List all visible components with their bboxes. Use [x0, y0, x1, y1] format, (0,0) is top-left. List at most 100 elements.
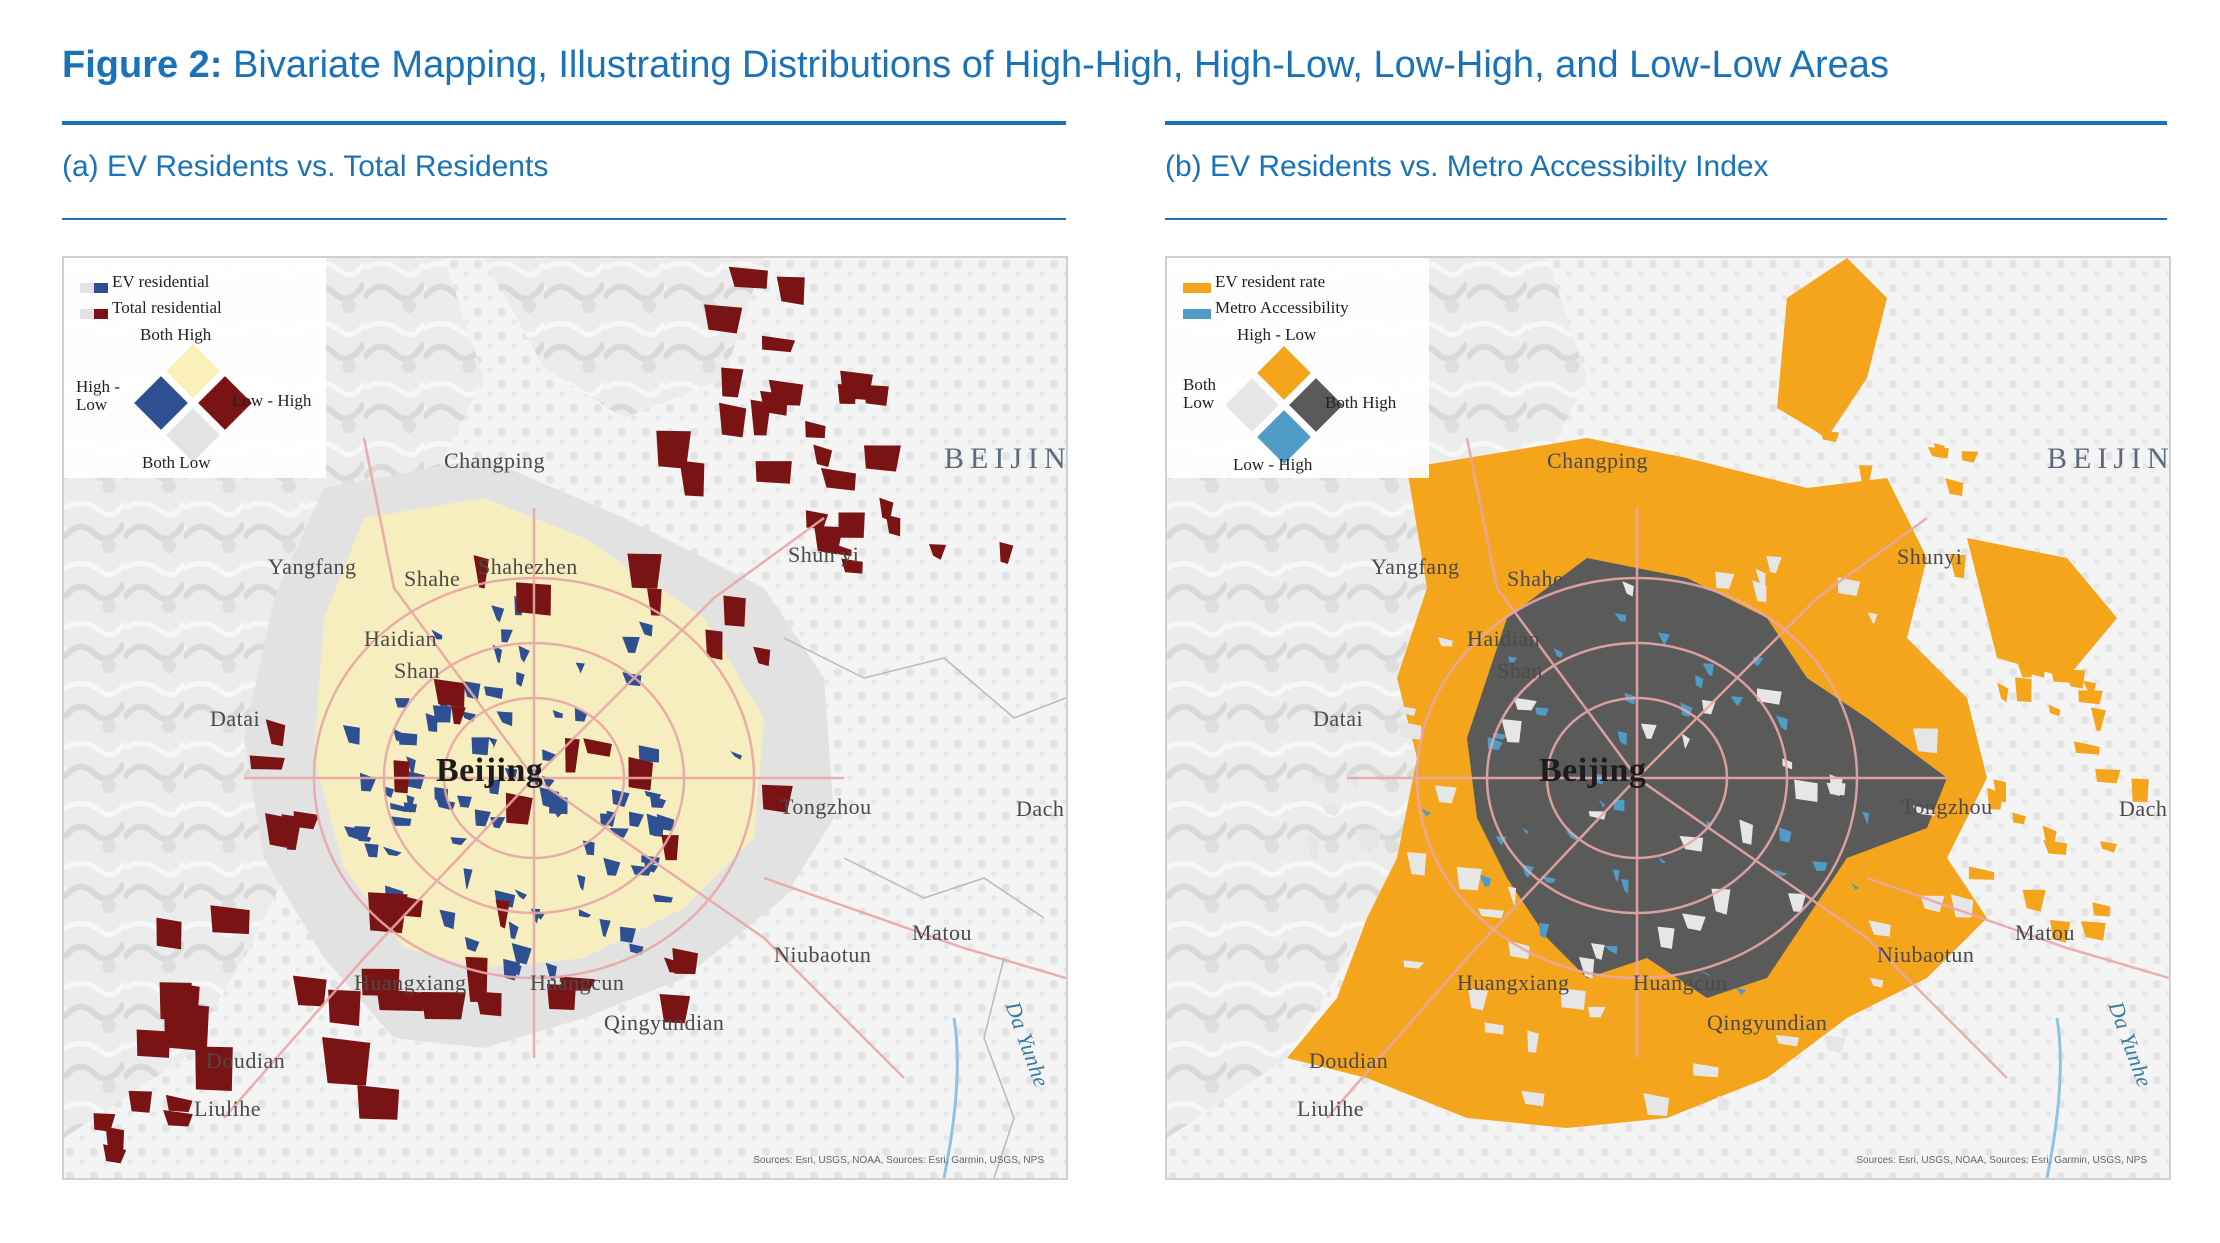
high-low-patch	[398, 732, 418, 746]
low-high-patch	[451, 705, 466, 725]
low-high-patch	[163, 1109, 193, 1127]
low-high-patch	[768, 379, 804, 406]
low-high-patch	[704, 304, 743, 334]
place-liulihe-b: Liulihe	[1297, 1096, 1365, 1121]
high-low-patch	[405, 770, 425, 790]
both-low-hole	[1588, 811, 1607, 820]
low-high-patch	[1698, 969, 1711, 976]
high-low-patch	[464, 936, 480, 952]
low-high-patch	[565, 737, 580, 773]
high-low-patch	[2090, 707, 2107, 732]
low-high-patch	[1775, 715, 1788, 731]
place-huangcun-b: Huangcun	[1633, 970, 1728, 995]
legend-b-top-label: High - Low	[1237, 325, 1317, 344]
low-high-patch	[1779, 827, 1792, 843]
figure-title-text: Bivariate Mapping, Illustrating Distribu…	[233, 44, 1889, 86]
low-high-patch	[292, 975, 327, 1007]
low-high-patch	[583, 738, 612, 757]
both-low-hole	[1560, 988, 1586, 1010]
low-high-patch	[1862, 811, 1869, 825]
low-high-patch	[761, 784, 793, 813]
low-high-patch	[999, 541, 1014, 565]
low-high-patch	[103, 1144, 127, 1164]
low-high-patch	[495, 899, 510, 929]
high-low-patch	[394, 698, 410, 708]
low-high-patch	[1657, 856, 1666, 864]
place-shahe-b: Shahe	[1507, 566, 1564, 591]
legend-b-var1: EV resident rate	[1183, 272, 1325, 294]
both-low-hole	[1513, 697, 1537, 711]
high-low-patch	[389, 802, 408, 813]
both-low-hole	[1398, 721, 1422, 740]
place-niubaotun-b: Niubaotun	[1877, 942, 1975, 967]
low-high-patch	[156, 917, 182, 950]
high-low-patch	[488, 779, 501, 795]
low-high-patch	[328, 989, 361, 1026]
place-doudian-b: Doudian	[1309, 1048, 1389, 1073]
panel-a-subtitle: (a) EV Residents vs. Total Residents	[62, 150, 549, 183]
low-high-patch	[1539, 923, 1550, 939]
high-low-patch	[432, 705, 452, 723]
low-high-patch	[813, 444, 833, 468]
both-low-hole	[1682, 913, 1706, 931]
low-high-patch	[1772, 869, 1788, 877]
high-low-patch	[390, 816, 412, 826]
legend-b-bottom-label: Low - High	[1233, 455, 1313, 474]
place-niubaotun-a: Niubaotun	[774, 942, 872, 967]
low-high-patch	[805, 510, 829, 529]
high-low-patch	[552, 710, 563, 719]
low-high-patch	[1617, 731, 1627, 746]
map-b-credit: Sources: Esri, USGS, NOAA, Sources: Esri…	[1856, 1155, 2147, 1166]
low-high-patch	[136, 1029, 171, 1058]
high-low-patch	[511, 943, 532, 965]
place-beijing-region-b: BEIJIN	[2047, 442, 2171, 475]
low-high-patch	[1521, 827, 1529, 835]
low-high-patch	[1735, 987, 1747, 996]
high-low-patch	[357, 832, 372, 842]
low-high-patch	[361, 968, 400, 996]
low-high-patch	[1553, 647, 1564, 658]
high-low-patch	[1812, 535, 1833, 555]
both-low-hole	[1681, 733, 1690, 749]
low-high-patch	[627, 553, 662, 589]
both-low-hole	[1824, 1035, 1846, 1053]
both-low-hole	[1950, 894, 1974, 918]
high-low-patch	[1933, 442, 1945, 454]
place-beijing-region-a: BEIJIN	[944, 442, 1068, 475]
low-high-patch	[1850, 882, 1859, 891]
low-high-patch	[1614, 613, 1627, 623]
both-low-hole	[1434, 785, 1457, 804]
high-low-patch	[609, 827, 629, 838]
high-low-patch	[2131, 778, 2149, 802]
figure-label: Figure 2:	[62, 44, 223, 86]
low-high-patch	[833, 543, 852, 557]
high-low-patch	[599, 918, 611, 938]
low-high-patch	[1613, 799, 1625, 812]
low-high-patch	[864, 384, 889, 406]
low-high-patch	[473, 555, 489, 589]
legend-a: EV residential Total residential Both Hi…	[64, 258, 326, 478]
place-shunyi-a: Shun yi	[788, 542, 860, 567]
place-yangfang-b: Yangfang	[1371, 554, 1460, 579]
high-low-patch	[646, 813, 660, 836]
low-high-patch	[265, 719, 286, 747]
high-low-patch	[1968, 866, 1995, 880]
low-high-patch	[357, 1085, 400, 1120]
high-low-patch	[383, 846, 402, 856]
low-high-patch	[663, 957, 681, 973]
high-low-patch	[2028, 655, 2046, 678]
place-yangfang-a: Yangfang	[268, 554, 357, 579]
place-haidian-b: Haidian	[1467, 626, 1541, 651]
high-low-east-b	[1967, 538, 2117, 678]
both-low-hole	[1456, 867, 1482, 891]
high-low-patch	[450, 837, 467, 846]
high-low-patch	[2043, 839, 2068, 855]
legend-b: EV resident rate Metro Accessibility Hig…	[1167, 258, 1429, 478]
low-high-patch	[719, 402, 747, 438]
high-low-patch	[474, 809, 491, 827]
low-high-patch	[1702, 663, 1714, 677]
high-low-patch	[638, 621, 653, 637]
low-high-patch	[1612, 869, 1620, 882]
high-low-north-b	[1777, 258, 1887, 438]
both-low-hole	[1868, 920, 1891, 937]
